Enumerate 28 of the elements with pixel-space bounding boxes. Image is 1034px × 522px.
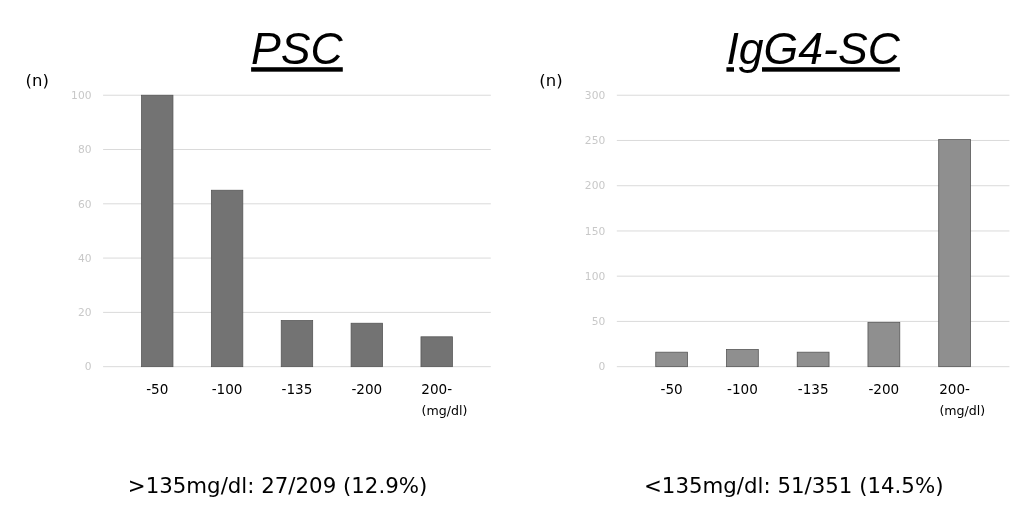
y-axis-title: (n) <box>539 70 563 90</box>
x-axis-title: (mg/dl) <box>421 403 468 419</box>
bar <box>141 94 174 368</box>
x-tick-label: -50 <box>660 380 683 397</box>
text: >135mg/dl: 27/209 (12.9%) <box>127 472 428 498</box>
x-tick-label: -100 <box>211 380 243 397</box>
x-tick-label: -50 <box>146 380 169 397</box>
bar <box>280 320 314 368</box>
x-tick-label: -135 <box>281 380 313 397</box>
bar <box>350 322 383 368</box>
bar <box>420 336 453 368</box>
chart-title: PSC <box>251 24 344 74</box>
x-tick-label: 200- <box>939 380 971 397</box>
x-axis-title: (mg/dl) <box>939 403 986 419</box>
x-tick-label: -200 <box>351 380 383 397</box>
bar <box>655 351 688 368</box>
x-tick-label: -135 <box>797 380 829 397</box>
bar <box>210 189 244 368</box>
chart-title: IgG4-SC <box>726 24 901 74</box>
x-tick-label: -200 <box>868 380 900 397</box>
x-tick-label: -100 <box>727 380 758 397</box>
y-axis-title: (n) <box>25 70 49 90</box>
text: <135mg/dl: 51/351 (14.5%) <box>644 472 944 498</box>
x-tick-label: 200- <box>421 380 453 397</box>
bar <box>796 351 830 368</box>
bar <box>726 349 759 368</box>
bar <box>867 321 901 368</box>
bar <box>938 139 971 368</box>
